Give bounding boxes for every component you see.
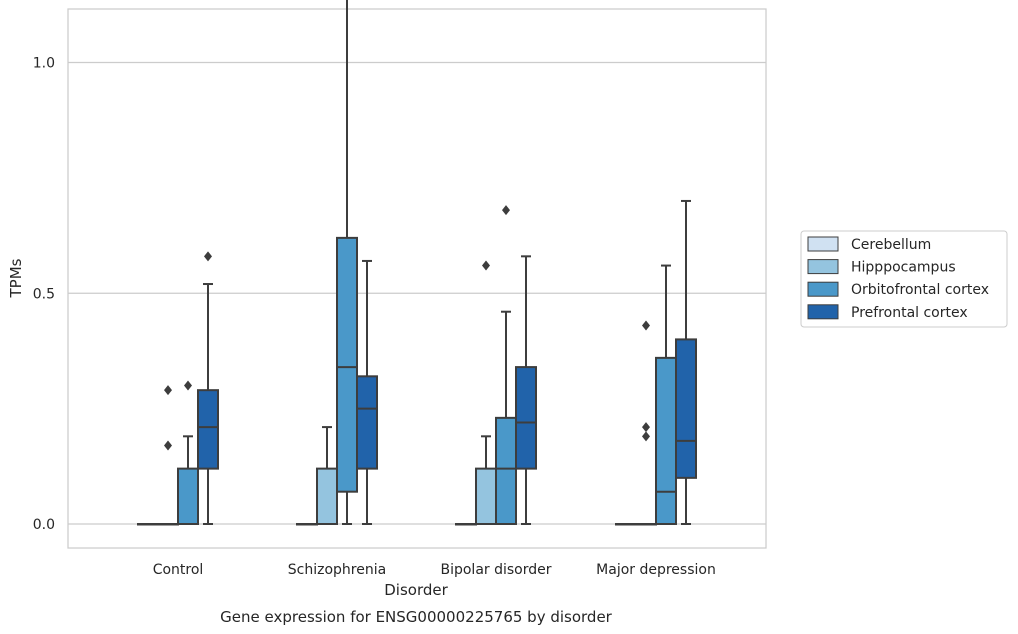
box-1-0 [296, 523, 318, 526]
box-3-0 [615, 523, 637, 526]
box-iqr [655, 356, 677, 525]
x-tick-label: Control [153, 562, 204, 578]
box-iqr [675, 338, 697, 479]
legend-swatch [807, 236, 839, 252]
y-tick-labels: 0.00.51.01.52.0 [33, 56, 55, 534]
box-iqr [515, 366, 537, 470]
y-tick-label: 0.0 [33, 517, 55, 533]
outlier-point [502, 205, 510, 216]
x-tick-label: Schizophrenia [288, 562, 386, 578]
box-2-2 [495, 205, 517, 526]
legend-swatch [807, 304, 839, 320]
box-series [137, 0, 697, 526]
x-tick-label: Bipolar disorder [440, 562, 551, 578]
legend-label: Hipppocampus [851, 260, 956, 276]
box-iqr [177, 467, 199, 525]
box-0-2 [177, 380, 199, 525]
chart-caption: Gene expression for ENSG00000225765 by d… [220, 608, 613, 626]
box-0-3 [197, 251, 219, 525]
box-1-1 [316, 426, 338, 525]
box-1-2 [336, 0, 358, 525]
x-axis-label: Disorder [384, 581, 448, 599]
legend-item: Prefrontal cortex [807, 304, 968, 321]
box-iqr [336, 236, 358, 493]
legend-label: Cerebellum [851, 237, 931, 253]
legend-item: Cerebellum [807, 236, 931, 253]
outlier-point [164, 385, 172, 396]
box-iqr [475, 467, 497, 525]
legend-label: Prefrontal cortex [851, 305, 968, 321]
outlier-point [482, 260, 490, 271]
box-iqr [316, 467, 338, 525]
legend-item: Orbitofrontal cortex [807, 281, 989, 298]
box-3-3 [675, 199, 697, 525]
outlier-point [642, 431, 650, 442]
box-2-3 [515, 255, 537, 525]
legend-swatch [807, 281, 839, 297]
legend-item: Hipppocampus [807, 259, 956, 276]
box-3-1 [635, 320, 657, 526]
legend: Cerebellum Hipppocampus Orbitofrontal cort… [800, 230, 1008, 328]
box-2-0 [455, 523, 477, 526]
box-2-1 [475, 260, 497, 525]
x-tick-label: Major depression [596, 562, 716, 578]
box-iqr [495, 416, 517, 526]
y-tick-label: 1.0 [33, 56, 55, 72]
y-tick-label: 0.5 [33, 286, 55, 302]
legend-frame [800, 230, 1008, 328]
legend-label: Orbitofrontal cortex [851, 282, 989, 298]
box-0-0 [137, 523, 159, 526]
outlier-point [642, 422, 650, 433]
y-axis-label: TPMs [7, 258, 25, 298]
plot-area [67, 8, 767, 549]
outlier-point [184, 380, 192, 391]
outlier-point [642, 320, 650, 331]
outlier-point [164, 440, 172, 451]
box-iqr [356, 375, 378, 470]
x-tick-labels: Control Schizophrenia Bipolar disorder Majo… [153, 562, 716, 578]
outlier-point [204, 251, 212, 262]
box-1-3 [356, 259, 378, 525]
box-iqr [197, 389, 219, 470]
legend-swatch [807, 259, 839, 275]
